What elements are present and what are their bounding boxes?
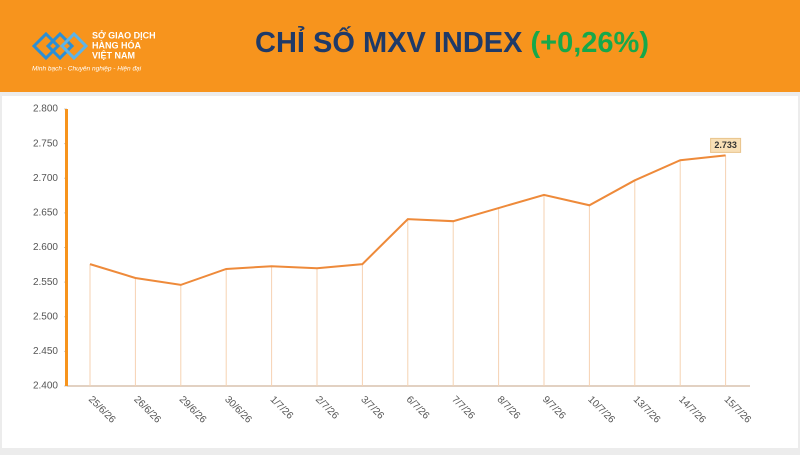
y-tick-label: 2.700 <box>33 173 58 184</box>
y-tick-label: 2.450 <box>33 346 58 357</box>
y-tick-label: 2.750 <box>33 138 58 149</box>
title-change: (+0,26%) <box>531 27 649 59</box>
title-text: CHỈ SỐ MXV INDEX <box>255 25 523 59</box>
y-tick-label: 2.600 <box>33 242 58 253</box>
value-label: 2.733 <box>714 140 737 150</box>
chart-card <box>2 96 798 448</box>
value-label-bg <box>710 137 742 153</box>
y-axis <box>65 109 68 386</box>
page-title: CHỈ SỐ MXV INDEX (+0,26%) <box>255 25 649 59</box>
y-tick-label: 2.500 <box>33 311 58 322</box>
header-band <box>0 0 800 92</box>
logo-text: SỞ GIAO DỊCH <box>92 29 156 40</box>
logo-text: HÀNG HÓA <box>92 39 141 50</box>
logo-icon <box>31 31 89 61</box>
y-tick-label: 2.550 <box>33 277 58 288</box>
index-line <box>89 154 726 286</box>
y-tick-label: 2.650 <box>33 208 58 219</box>
y-tick-label: 2.400 <box>33 381 58 392</box>
y-tick-label: 2.800 <box>33 104 58 115</box>
logo-tagline: Minh bạch - Chuyên nghiệp - Hiện đại <box>32 66 142 73</box>
logo-text: VIỆT NAM <box>92 49 135 60</box>
